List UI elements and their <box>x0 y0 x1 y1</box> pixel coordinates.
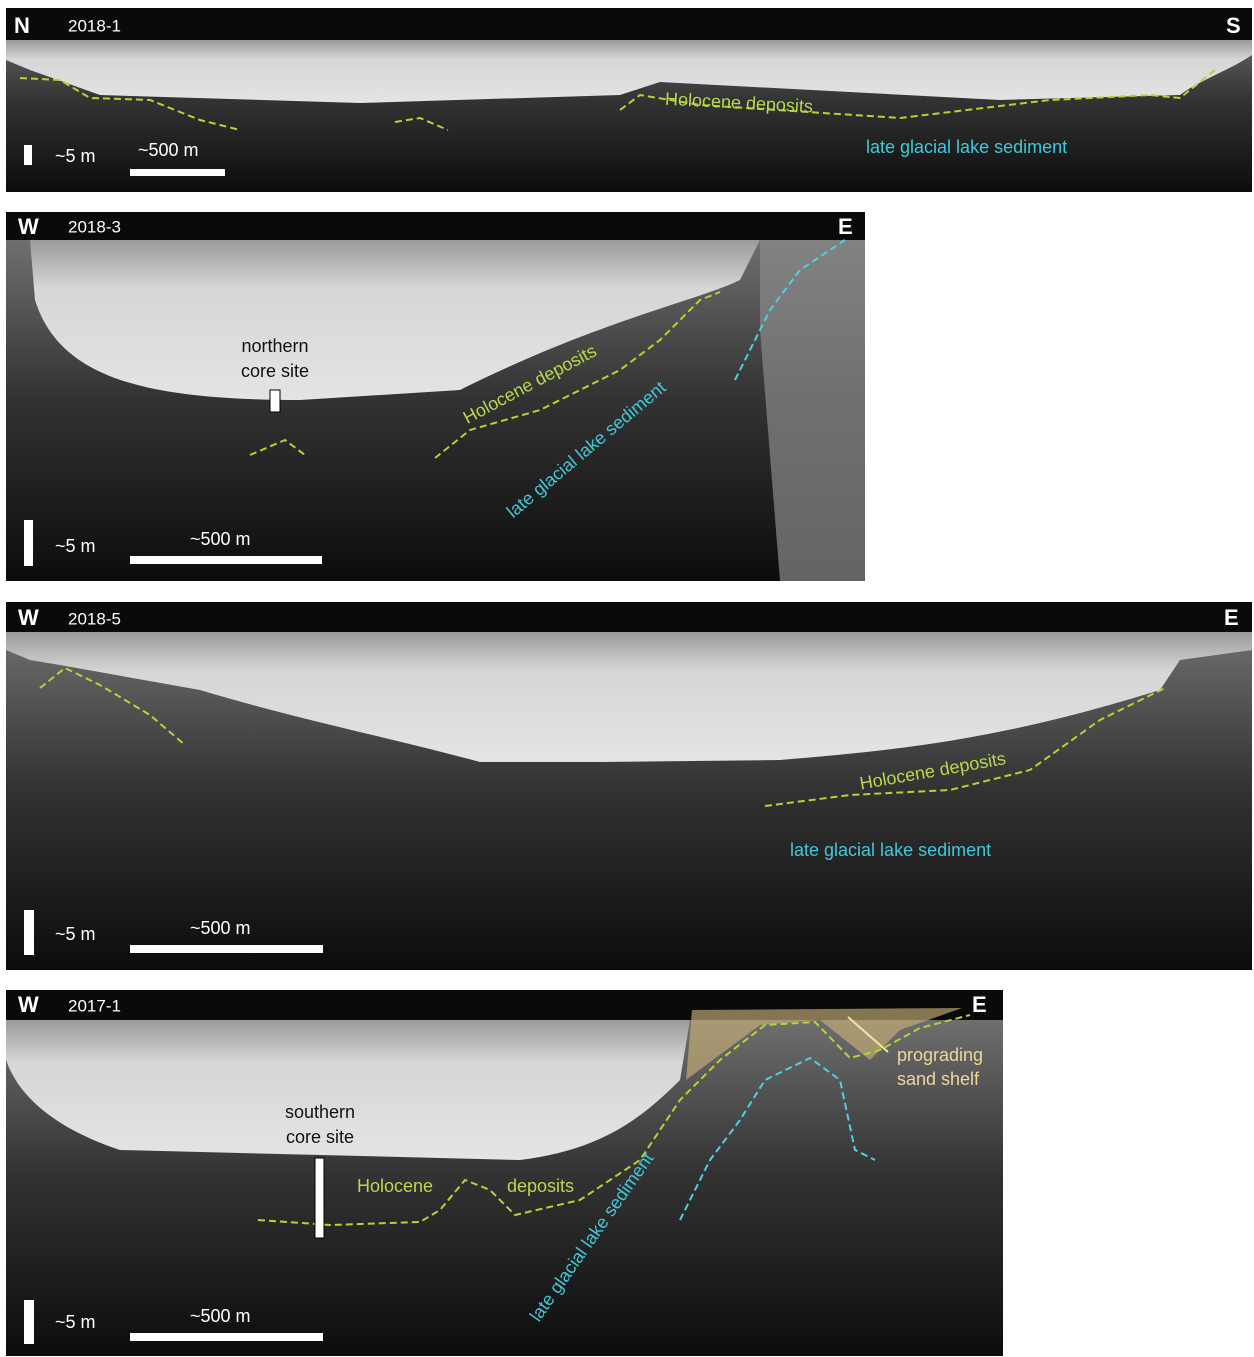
scale-label: ~5 m <box>55 536 96 556</box>
profile-id: 2018-3 <box>68 217 121 236</box>
direction: W <box>18 605 39 630</box>
annotation: Holocene <box>357 1176 433 1196</box>
scale-label: ~500 m <box>190 918 251 938</box>
core-label: northern <box>241 336 308 356</box>
annotation: prograding <box>897 1045 983 1065</box>
scale-label: ~500 m <box>190 1306 251 1326</box>
scale-bar <box>24 520 33 566</box>
direction: S <box>1226 13 1241 38</box>
annotation: deposits <box>507 1176 574 1196</box>
scale-bar <box>24 1300 34 1344</box>
scale-bar <box>24 910 34 955</box>
direction: N <box>14 13 30 38</box>
header <box>6 602 1252 632</box>
figure: N 2018-1 S Holocene deposits late glacia… <box>0 0 1254 1357</box>
core-label: core site <box>286 1127 354 1147</box>
panel-2018-5: W 2018-5 E Holocene deposits late glacia… <box>6 602 1252 970</box>
annotation: late glacial lake sediment <box>866 137 1067 157</box>
scale-label: ~500 m <box>190 529 251 549</box>
scale-label: ~500 m <box>138 140 199 160</box>
core-label: core site <box>241 361 309 381</box>
core-label: southern <box>285 1102 355 1122</box>
annotation: sand shelf <box>897 1069 980 1089</box>
core-marker <box>270 390 280 412</box>
annotation: late glacial lake sediment <box>790 840 991 860</box>
header <box>6 212 865 240</box>
direction: E <box>838 214 853 239</box>
scale-label: ~5 m <box>55 924 96 944</box>
direction: W <box>18 214 39 239</box>
profile-id: 2018-1 <box>68 16 121 35</box>
panel-2018-3: W 2018-3 E northern core site Holocene d… <box>6 212 865 581</box>
scale-bar <box>24 145 32 165</box>
profile-id: 2018-5 <box>68 609 121 628</box>
direction: E <box>1224 605 1239 630</box>
scale-bar <box>130 556 322 564</box>
scale-label: ~5 m <box>55 146 96 166</box>
direction: E <box>972 992 987 1017</box>
scale-bar <box>130 169 225 176</box>
scale-label: ~5 m <box>55 1312 96 1332</box>
header <box>6 8 1252 40</box>
scale-bar <box>130 1333 323 1341</box>
panel-2017-1: W 2017-1 E southern core site Holocene d… <box>6 990 1003 1356</box>
profile-id: 2017-1 <box>68 996 121 1015</box>
panel-2018-1: N 2018-1 S Holocene deposits late glacia… <box>6 8 1252 192</box>
scale-bar <box>130 945 323 953</box>
direction: W <box>18 992 39 1017</box>
core-marker <box>315 1158 324 1238</box>
